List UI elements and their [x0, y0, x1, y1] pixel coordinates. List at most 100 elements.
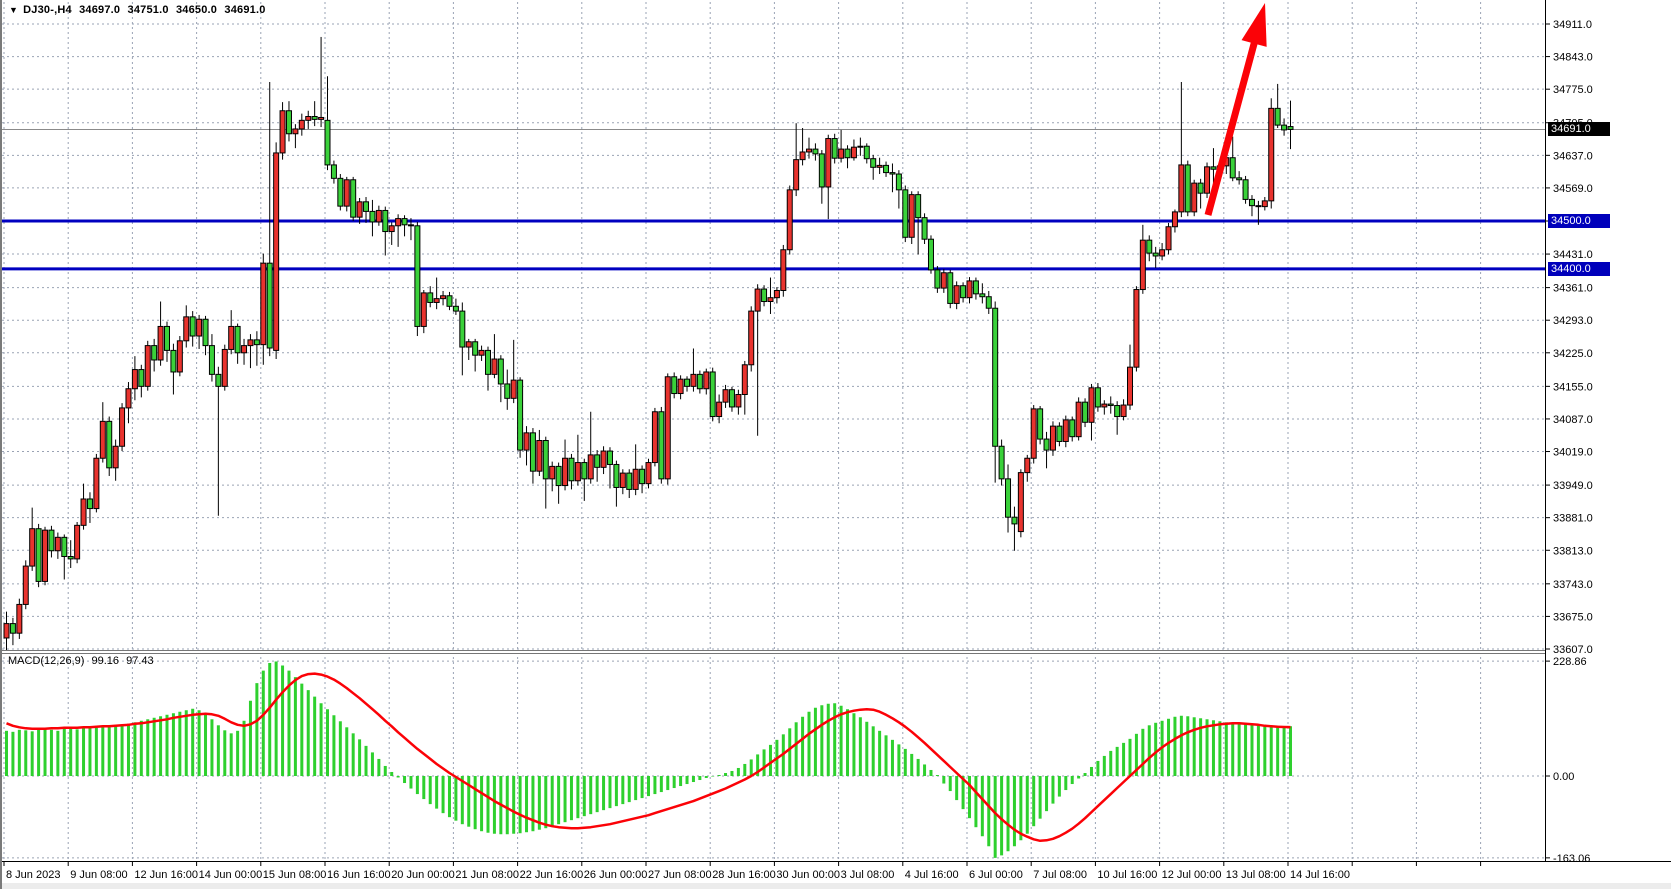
symbol-dropdown-icon[interactable]: ▼ — [9, 5, 19, 15]
candle-body — [279, 110, 286, 154]
candle-body — [754, 288, 761, 312]
candle-body — [504, 383, 511, 399]
candle-body — [472, 341, 479, 356]
support-level-badge: 34400.0 — [1548, 261, 1610, 276]
candle-body — [420, 292, 427, 327]
trend-arrow-head[interactable] — [1241, 3, 1267, 47]
candle-body — [298, 119, 305, 130]
candle-body — [99, 420, 106, 459]
candle-body — [22, 565, 29, 605]
candle-body — [1152, 252, 1159, 257]
candle-body — [74, 524, 81, 560]
time-tick-label: 14 Jun 00:00 — [199, 869, 263, 881]
price-tick-label: 34293.0 — [1553, 315, 1593, 327]
symbol-label: DJ30-,H4 — [23, 4, 72, 16]
candle-body — [202, 318, 209, 347]
candle-body — [806, 148, 812, 153]
candle-body — [311, 116, 318, 120]
candle-body — [1159, 249, 1166, 257]
candle-body — [401, 218, 408, 226]
candle-body — [1043, 438, 1050, 451]
price-tick-label: 34155.0 — [1553, 381, 1593, 393]
candle-body — [838, 148, 845, 159]
candle-body — [247, 339, 254, 347]
candle-body — [86, 498, 93, 510]
candle-body — [1281, 124, 1288, 131]
candle-body — [549, 465, 556, 480]
candle-body — [1229, 157, 1236, 179]
candle-body — [80, 498, 87, 526]
candle-body — [831, 138, 838, 159]
candle-body — [1139, 239, 1146, 291]
candle-body — [1062, 419, 1069, 442]
trend-arrow-line[interactable] — [1204, 36, 1260, 216]
candle-body — [356, 201, 363, 218]
current-price-badge: 34691.0 — [1548, 122, 1610, 137]
candle-body — [812, 148, 819, 155]
time-tick-label: 13 Jul 08:00 — [1226, 869, 1286, 881]
candle-body — [966, 280, 973, 299]
candle-body — [478, 349, 485, 356]
candle-body — [992, 307, 999, 447]
candle-body — [523, 432, 530, 451]
candle-body — [895, 173, 902, 191]
candle-body — [369, 210, 376, 223]
candle-body — [1133, 289, 1140, 368]
time-tick-label: 12 Jun 16:00 — [134, 869, 198, 881]
candle-body — [606, 450, 613, 465]
candle-body — [542, 440, 549, 480]
price-tick-label: 34225.0 — [1553, 348, 1593, 360]
candle-body — [947, 272, 954, 304]
candle-body — [690, 373, 697, 387]
candle-body — [1178, 164, 1185, 213]
candle-body — [176, 340, 183, 373]
candle-body — [722, 389, 729, 403]
price-tick-label: 34911.0 — [1553, 19, 1592, 31]
candle-body — [998, 445, 1005, 480]
time-tick-label: 9 Jun 08:00 — [70, 869, 128, 881]
candle-body — [241, 345, 248, 354]
candle-body — [889, 172, 896, 175]
candle-body — [183, 316, 190, 342]
candle-body — [985, 296, 992, 309]
candle-body — [1069, 419, 1076, 438]
candle-body — [626, 472, 633, 490]
time-tick-label: 27 Jun 08:00 — [648, 869, 712, 881]
candle-body — [748, 310, 755, 366]
candle-body — [786, 189, 793, 251]
candle-body — [1082, 401, 1089, 423]
candle-body — [619, 472, 626, 488]
candle-body — [67, 555, 74, 560]
time-tick-label: 22 Jun 16:00 — [520, 869, 584, 881]
price-axis-panel — [1546, 0, 1671, 861]
candle-body — [953, 285, 960, 304]
candle-body — [164, 325, 170, 351]
candle-body — [285, 110, 292, 135]
candle-body — [684, 378, 691, 387]
candle-body — [1037, 408, 1044, 440]
candle-body — [440, 295, 447, 300]
candle-body — [664, 376, 671, 480]
candle-body — [677, 378, 684, 395]
candle-body — [696, 373, 703, 390]
candle-body — [1120, 404, 1127, 418]
candle-body — [645, 462, 652, 485]
macd-tick-label: -163.06 — [1553, 853, 1590, 865]
candle-body — [1114, 405, 1121, 418]
time-tick-label: 30 Jun 00:00 — [776, 869, 840, 881]
candle-body — [35, 528, 42, 582]
candle-body — [138, 369, 145, 387]
price-tick-label: 34019.0 — [1553, 447, 1593, 459]
candle-body — [1127, 366, 1133, 406]
resistance-level-badge: 34500.0 — [1548, 213, 1610, 228]
candle-body — [902, 189, 909, 238]
candle-body — [1248, 198, 1255, 207]
candle-body — [144, 345, 151, 387]
candle-body — [1005, 478, 1012, 518]
candle-body — [260, 262, 267, 346]
pane-separator — [2, 650, 1671, 654]
candle-body — [639, 468, 646, 485]
candle-body — [927, 238, 934, 271]
